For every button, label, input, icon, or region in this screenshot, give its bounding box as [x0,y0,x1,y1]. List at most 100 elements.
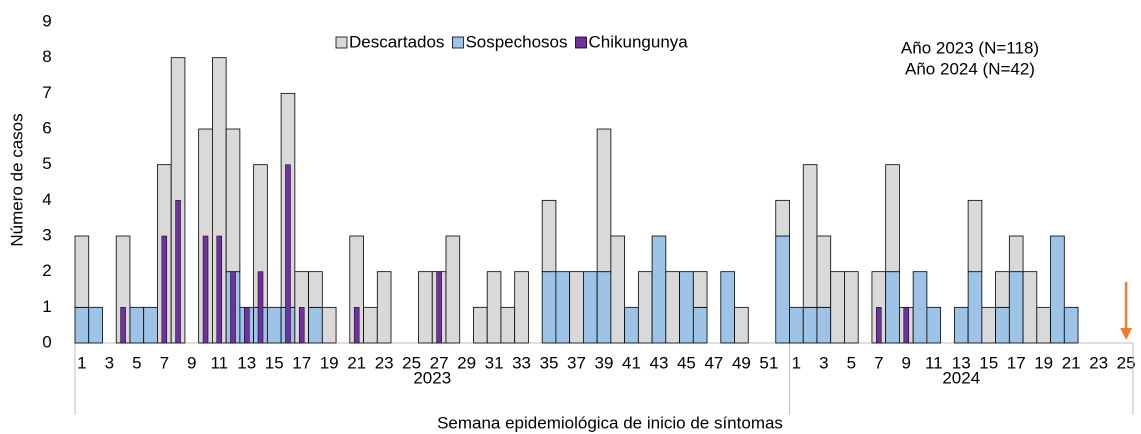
y-tick-label: 8 [42,47,51,66]
x-tick-label: 19 [1034,353,1053,372]
x-tick-label: 39 [595,353,614,372]
bar [473,306,488,344]
bar [844,271,859,344]
x-tick-label: 21 [1062,353,1081,372]
x-tick-label: 13 [952,353,971,372]
group-label: 2024 [942,368,980,387]
bar [679,271,694,344]
bar [1050,235,1065,344]
x-tick-label: 9 [187,353,196,372]
y-tick-label: 2 [42,261,51,280]
annotation: Año 2024 (N=42) [905,59,1035,78]
bar [926,306,942,344]
y-tick-label: 4 [42,190,51,209]
bar [353,307,360,344]
bar [734,306,749,344]
y-tick-label: 7 [42,83,51,102]
bar [876,307,882,344]
bar [596,271,612,344]
x-tick-label: 11 [925,353,943,372]
arrow-head [1120,328,1133,340]
bar [321,306,337,344]
bar [257,271,264,344]
bar [802,306,818,344]
x-tick-label: 21 [347,353,366,372]
legend-label: Sospechosos [465,32,567,51]
x-tick-label: 15 [979,353,998,372]
x-tick-label: 13 [237,353,256,372]
x-tick-label: 7 [160,353,169,372]
x-tick-label: 37 [567,353,586,372]
annotation: Año 2023 (N=118) [901,38,1039,57]
bar [266,306,282,344]
bar [720,271,735,344]
bar [775,199,790,237]
bar [129,306,145,344]
bar [175,200,181,344]
x-tick-label: 5 [132,353,141,372]
bar [1036,306,1051,344]
y-tick-label: 1 [42,297,51,316]
bar [967,199,983,273]
x-tick-label: 3 [105,353,114,372]
x-tick-label: 17 [292,353,311,372]
bar [569,271,584,344]
x-tick-label: 25 [402,353,421,372]
bar [143,306,158,344]
x-tick-label: 23 [375,353,394,372]
bar [541,199,557,273]
bar [230,271,236,344]
x-tick-label: 27 [430,353,449,372]
bar [308,271,323,308]
bar [541,271,557,344]
y-axis-title: Número de casos [7,113,26,246]
bar [376,271,392,344]
x-tick-label: 1 [77,353,86,372]
bar [363,306,378,344]
bar [953,306,969,344]
bar [995,306,1010,344]
x-tick-label: 31 [485,353,504,372]
legend-label: Chikungunya [589,32,689,51]
x-tick-label: 5 [847,353,856,372]
group-label: 2023 [413,368,451,387]
bar [651,235,667,344]
bar [802,164,818,308]
legend-swatch [575,36,587,49]
x-tick-label: 17 [1007,353,1026,372]
x-tick-label: 43 [650,353,669,372]
bar [596,128,612,273]
x-tick-label: 47 [704,353,723,372]
bar [120,307,126,344]
bar [486,271,502,344]
y-tick-label: 3 [42,225,51,244]
bar [1008,235,1024,273]
x-tick-label: 29 [457,353,476,372]
bar [885,164,900,273]
y-tick-label: 0 [42,332,51,351]
x-tick-label: 11 [210,353,228,372]
legend-swatch [335,36,348,49]
x-tick-label: 7 [874,353,883,372]
bar [500,306,516,344]
bar [555,271,571,344]
bar [202,235,209,344]
bar [624,306,639,344]
bar [1022,271,1038,344]
bar [1063,306,1079,344]
bar [967,271,983,344]
bar [912,271,928,344]
x-tick-label: 49 [732,353,751,372]
y-tick-label: 9 [42,11,51,30]
bar [308,306,323,344]
x-tick-label: 51 [759,353,778,372]
bar [74,235,90,308]
bar [225,128,241,273]
bar [637,271,653,344]
bar [88,306,103,344]
bar [610,235,626,344]
bar [775,235,790,344]
bar [981,306,996,344]
y-tick-label: 6 [42,118,51,137]
x-tick-label: 19 [320,353,339,372]
